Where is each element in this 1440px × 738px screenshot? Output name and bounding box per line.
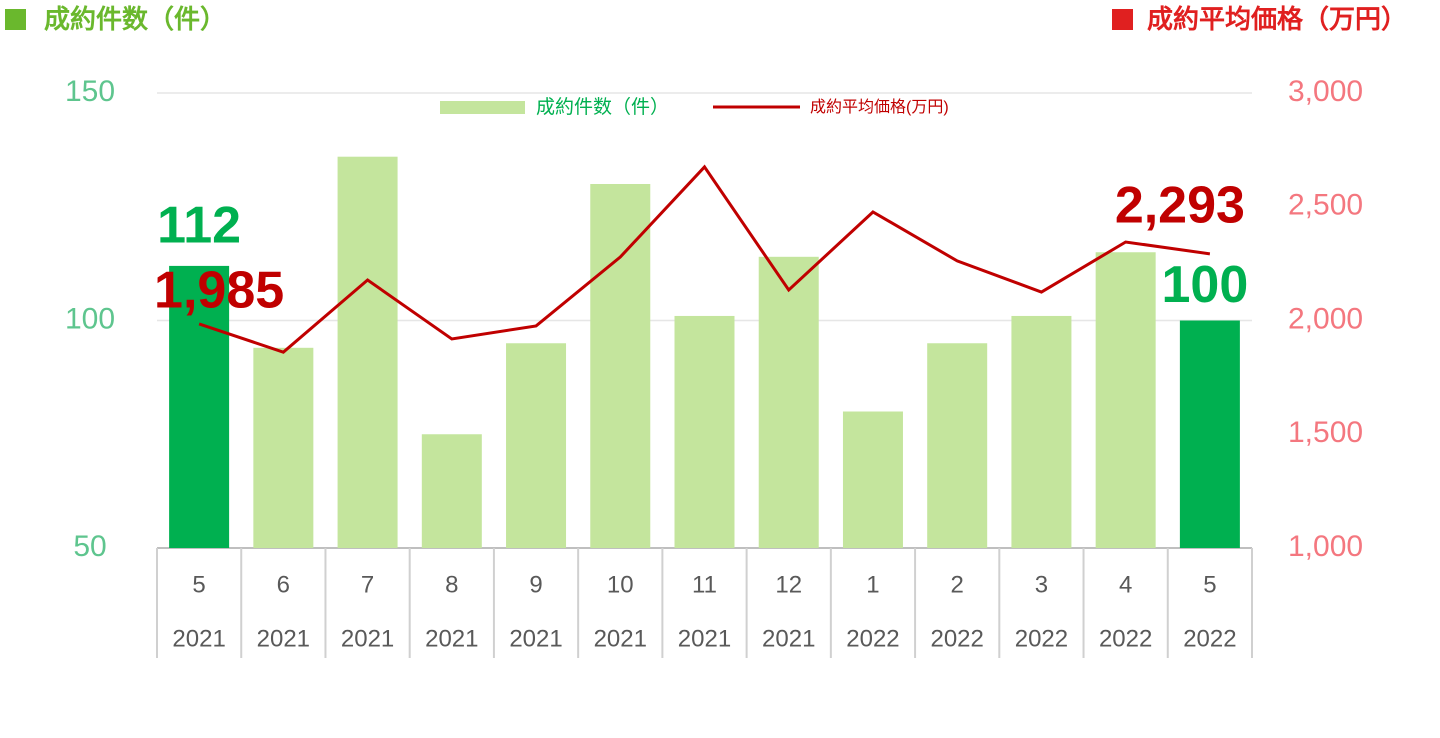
y-tick-label: 150 [65,75,115,108]
bar [758,256,819,548]
left-title-marker [5,9,26,30]
y2-tick-label: 2,500 [1288,189,1363,222]
x-tick-label-year: 2022 [930,625,983,652]
x-tick-label-year: 2021 [678,625,731,652]
x-tick-label: 1 [866,571,879,598]
right-title-marker [1112,9,1133,30]
x-tick-label-year: 2022 [1015,625,1068,652]
legend-label: 成約平均価格(万円) [810,98,949,116]
x-tick-label-year: 2021 [172,625,225,652]
y-tick-label: 100 [65,302,115,335]
x-tick-label: 8 [445,571,458,598]
bar [1095,252,1156,548]
bar [421,434,482,548]
x-tick-label-year: 2021 [509,625,562,652]
bar [1179,320,1240,548]
data-label: 100 [1162,256,1249,314]
x-tick-label-year: 2022 [846,625,899,652]
data-label: 1,985 [154,262,284,320]
x-tick-label: 3 [1035,571,1048,598]
line [198,164,1211,354]
x-tick-label-year: 2021 [257,625,310,652]
x-tick-label: 4 [1119,571,1132,598]
bar [842,411,903,548]
y-tick-label: 50 [73,530,106,563]
x-tick-label-year: 2022 [1183,625,1236,652]
x-tick-label: 10 [607,571,634,598]
y2-tick-label: 3,000 [1288,75,1363,108]
legend-label: 成約件数（件） [536,96,669,118]
right-axis-title: 成約平均価格（万円） [1147,4,1407,34]
x-tick-label: 5 [1203,571,1216,598]
x-tick-label: 6 [277,571,290,598]
data-label: 112 [157,197,241,255]
x-tick-label: 9 [529,571,542,598]
x-tick-label-year: 2021 [341,625,394,652]
x-tick-label-year: 2021 [762,625,815,652]
x-tick-label: 2 [951,571,964,598]
bar [1011,315,1072,548]
x-tick-label: 5 [192,571,205,598]
x-tick-label: 7 [361,571,374,598]
x-tick-label: 12 [775,571,802,598]
x-tick-label-year: 2021 [425,625,478,652]
x-tick-label-year: 2022 [1099,625,1152,652]
legend-swatch [440,101,525,114]
left-axis-title: 成約件数（件） [44,4,226,34]
bar [253,347,314,548]
y2-tick-label: 1,500 [1288,416,1363,449]
x-tick-label: 11 [692,571,717,598]
y2-tick-label: 1,000 [1288,530,1363,563]
bar [590,184,651,548]
x-tick-label-year: 2021 [594,625,647,652]
bar [674,315,735,548]
data-label: 2,293 [1115,177,1245,235]
bar [927,343,988,548]
y2-tick-label: 2,000 [1288,302,1363,335]
bar [506,343,567,548]
bar [337,156,398,548]
bar [169,265,230,548]
